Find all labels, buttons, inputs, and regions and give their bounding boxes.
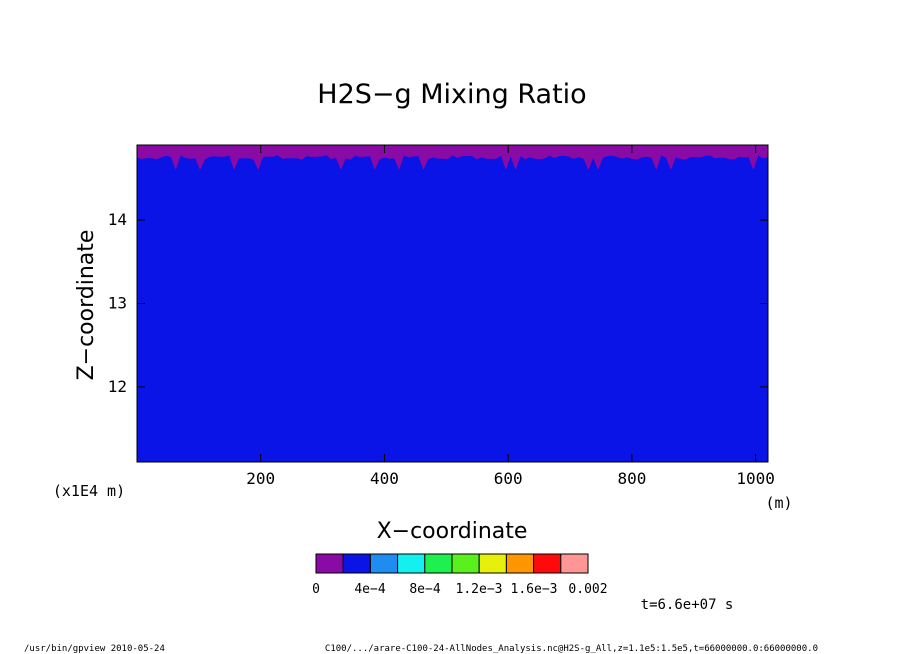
x-axis: 200 400 600 800 1000 [246, 145, 775, 488]
mixing-ratio-field [137, 145, 768, 462]
y-tick-label: 13 [108, 294, 127, 313]
x-axis-unit: (m) [765, 494, 792, 512]
y-tick-label: 14 [108, 210, 127, 229]
colorbar-label: 1.2e−3 [456, 582, 503, 597]
colorbar-label: 4e−4 [354, 582, 385, 597]
colorbar-swatch [424, 553, 453, 574]
colorbar-swatch [560, 553, 589, 574]
x-axis-label: X−coordinate [377, 519, 528, 544]
colorbar-swatch [369, 553, 399, 574]
colorbar-swatch [478, 553, 507, 574]
x-tick-label: 1000 [736, 469, 775, 488]
time-label: t=6.6e+07 s [641, 597, 734, 613]
colorbar-label: 1.6e−3 [511, 582, 558, 597]
colorbar-swatch [315, 553, 344, 574]
colorbar-swatch [451, 553, 480, 574]
footer-source: C100/.../arare-C100-24-AllNodes_Analysis… [325, 644, 818, 654]
plot-area [136, 144, 769, 463]
colorbar-label: 8e−4 [409, 582, 440, 597]
colorbar-label: 0.002 [568, 582, 607, 597]
x-tick-label: 600 [494, 469, 523, 488]
colorbar: 0 4e−4 8e−4 1.2e−3 1.6e−3 0.002 [312, 553, 608, 597]
colorbar-swatch [533, 553, 562, 574]
x-tick-label: 400 [370, 469, 399, 488]
colorbar-swatch [342, 553, 371, 574]
colorbar-swatch [505, 553, 535, 574]
colorbar-label: 0 [312, 582, 320, 597]
top-purple-band [137, 145, 768, 170]
x-tick-label: 200 [246, 469, 275, 488]
chart-title: H2S−g Mixing Ratio [317, 79, 586, 110]
x-tick-label: 800 [617, 469, 646, 488]
y-tick-label: 12 [108, 377, 127, 396]
colorbar-swatch [397, 553, 426, 574]
footer-command: /usr/bin/gpview 2010-05-24 [24, 644, 165, 654]
y-axis-unit: (x1E4 m) [53, 482, 125, 500]
y-axis-label: Z−coordinate [74, 230, 99, 381]
y-axis: 12 13 14 [108, 210, 768, 396]
